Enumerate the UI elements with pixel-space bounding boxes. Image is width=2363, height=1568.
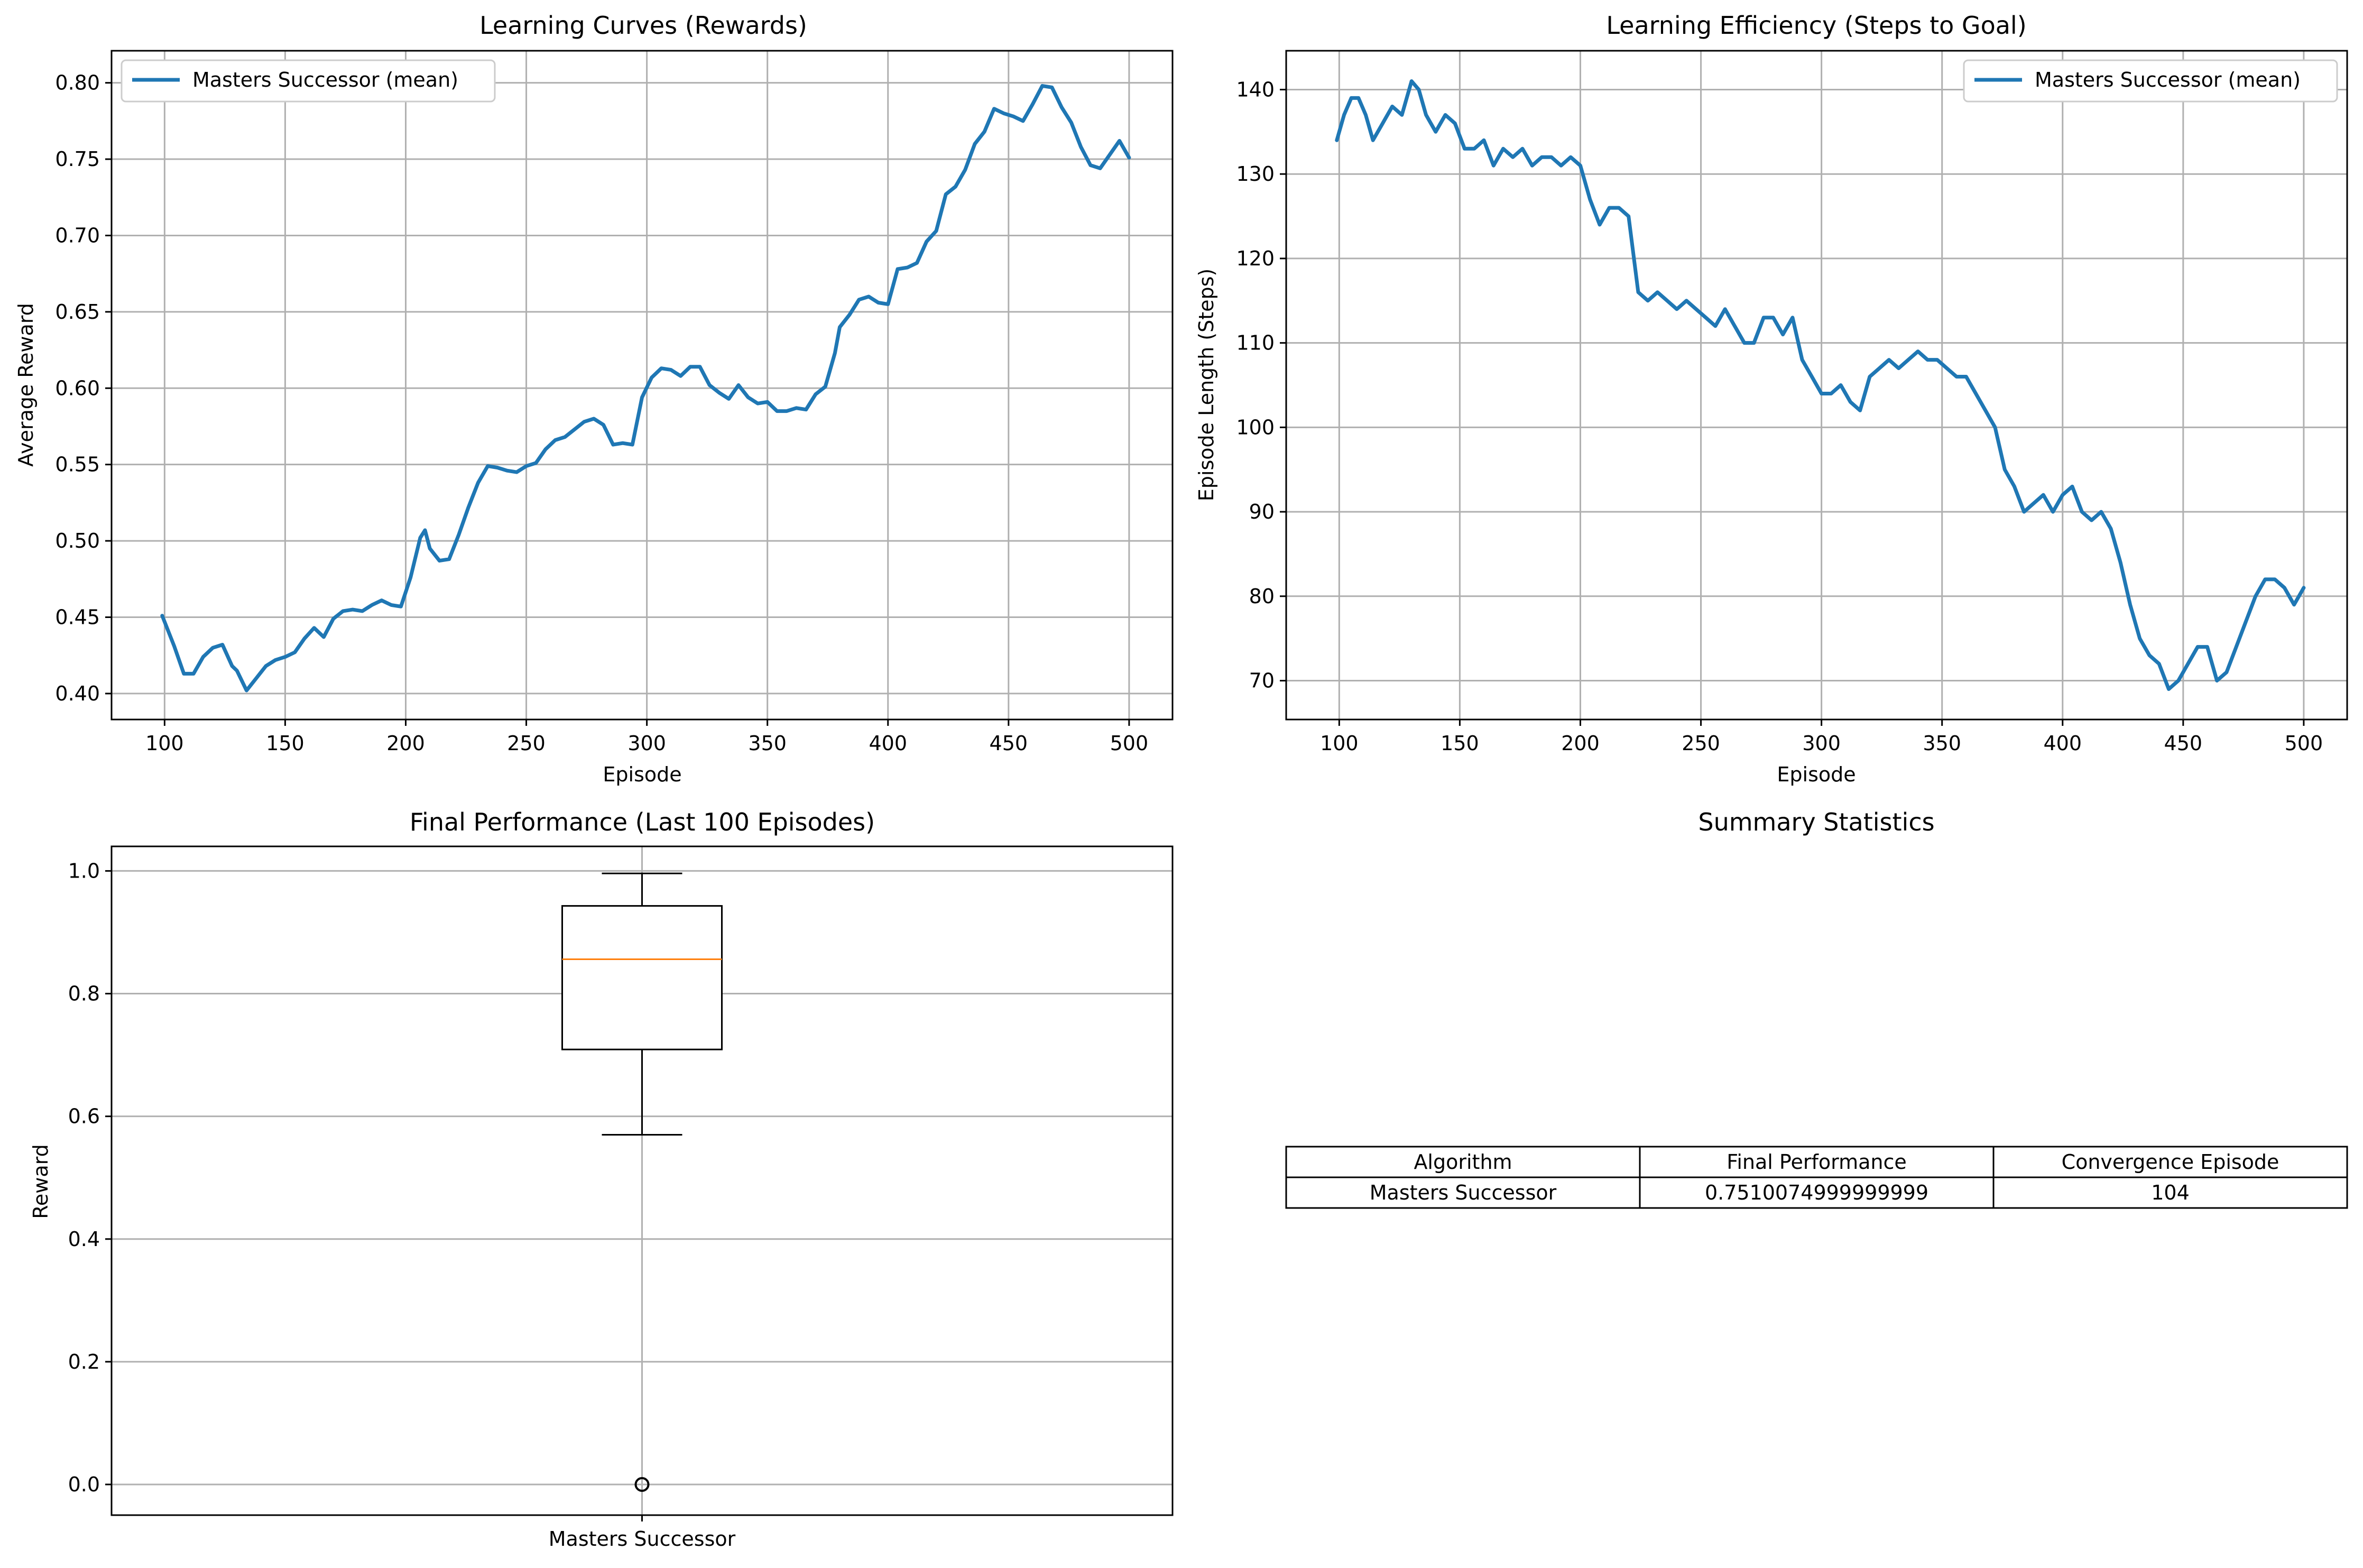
boxplot-title: Final Performance (Last 100 Episodes) xyxy=(410,808,875,836)
steps-legend-box xyxy=(1963,59,2338,103)
boxplot-y-tick-label: 1.0 xyxy=(68,859,100,882)
rewards-y-tick-label: 0.60 xyxy=(55,376,100,400)
rewards-x-tick-label: 500 xyxy=(1110,732,1149,755)
boxplot-x-tick-label: Masters Successor xyxy=(549,1527,736,1551)
steps-y-tick-label: 100 xyxy=(1236,416,1275,439)
rewards-x-tick-label: 400 xyxy=(869,732,907,755)
steps-y-tick-label: 70 xyxy=(1249,669,1275,693)
rewards-y-ticks: 0.40 0.45 0.50 0.55 0.60 0.65 0.70 0.75 0.80 xyxy=(55,71,112,705)
steps-x-tick-label: 300 xyxy=(1802,732,1841,755)
rewards-y-tick-label: 0.45 xyxy=(55,605,100,629)
table-header-cell xyxy=(1285,1146,1641,1178)
boxplot-panel: Final Performance (Last 100 Episodes) Ma… xyxy=(29,808,1174,1551)
table-header-text: Final Performance xyxy=(1727,1150,1906,1174)
rewards-legend-label: Masters Successor (mean) xyxy=(192,68,458,91)
steps-y-tick-label: 90 xyxy=(1249,500,1275,523)
rewards-x-tick-label: 200 xyxy=(386,732,425,755)
steps-legend: Masters Successor (mean) xyxy=(1963,59,2338,103)
steps-x-tick-label: 450 xyxy=(2164,732,2203,755)
rewards-x-tick-label: 350 xyxy=(748,732,787,755)
steps-y-tick-label: 80 xyxy=(1249,585,1275,608)
rewards-y-axis-label: Average Reward xyxy=(14,303,38,467)
summary-table: Algorithm Final Performance Convergence Ep… xyxy=(1285,1146,2348,1209)
table-cell xyxy=(1639,1176,1995,1209)
table-cell-text: 0.7510074999999999 xyxy=(1705,1181,1928,1204)
steps-series-line xyxy=(1335,79,2306,691)
rewards-y-tick-label: 0.50 xyxy=(55,529,100,552)
steps-x-tick-label: 150 xyxy=(1441,732,1479,755)
rewards-y-tick-label: 0.75 xyxy=(55,147,100,171)
rewards-y-tick-label: 0.55 xyxy=(55,453,100,476)
steps-y-tick-label: 120 xyxy=(1236,247,1275,270)
table-cell-text: 104 xyxy=(2151,1181,2190,1204)
summary-title: Summary Statistics xyxy=(1698,808,1934,836)
iqr-box xyxy=(561,905,723,1050)
steps-x-tick-label: 400 xyxy=(2043,732,2082,755)
boxplot-y-tick-label: 0.0 xyxy=(68,1473,100,1496)
boxplot-y-tick-label: 0.8 xyxy=(68,982,100,1006)
steps-x-ticks: 100 150 200 250 300 350 400 450 500 xyxy=(1320,720,2323,755)
outlier-point xyxy=(634,1477,650,1492)
table-header-text: Algorithm xyxy=(1414,1150,1512,1174)
steps-grid xyxy=(1286,51,2347,720)
rewards-grid xyxy=(112,51,1173,720)
boxplot-boxes xyxy=(561,872,723,1492)
summary-panel: Summary Statistics Algorithm Final Perfor… xyxy=(1285,808,2348,1209)
rewards-x-tick-label: 150 xyxy=(266,732,304,755)
rewards-y-tick-label: 0.40 xyxy=(55,682,100,705)
boxplot-y-tick-label: 0.6 xyxy=(68,1105,100,1128)
table-cell xyxy=(1992,1176,2348,1209)
steps-y-axis-label: Episode Length (Steps) xyxy=(1195,269,1218,501)
rewards-panel: Learning Curves (Rewards) 100 150 200 250 30… xyxy=(14,11,1174,786)
boxplot-x-ticks: Masters Successor xyxy=(549,1515,736,1551)
rewards-x-axis-label: Episode xyxy=(603,763,681,786)
boxplot-y-tick-label: 0.2 xyxy=(68,1350,100,1373)
rewards-x-tick-label: 100 xyxy=(145,732,184,755)
steps-plot-frame xyxy=(1285,50,2348,721)
rewards-x-tick-label: 250 xyxy=(507,732,546,755)
steps-series xyxy=(1335,79,2306,691)
steps-y-ticks: 70 80 90 100 110 120 130 140 xyxy=(1236,78,1286,693)
steps-title: Learning Efficiency (Steps to Goal) xyxy=(1606,11,2026,40)
rewards-series-line xyxy=(160,84,1131,693)
rewards-plot-frame xyxy=(110,50,1174,721)
boxplot-y-tick-label: 0.4 xyxy=(68,1228,100,1251)
rewards-series xyxy=(160,84,1131,693)
steps-x-tick-label: 100 xyxy=(1320,732,1359,755)
steps-panel: Learning Efficiency (Steps to Goal) 100 1… xyxy=(1195,11,2348,786)
steps-x-axis-label: Episode xyxy=(1777,763,1856,786)
table-cell-text: Masters Successor xyxy=(1370,1181,1557,1204)
rewards-title: Learning Curves (Rewards) xyxy=(479,11,807,40)
rewards-y-tick-label: 0.80 xyxy=(55,71,100,95)
boxplot-y-ticks: 0.0 0.2 0.4 0.6 0.8 1.0 xyxy=(68,859,112,1496)
rewards-x-tick-label: 300 xyxy=(627,732,666,755)
table-header-text: Convergence Episode xyxy=(2062,1150,2279,1174)
steps-y-tick-label: 110 xyxy=(1236,331,1275,355)
steps-y-tick-label: 130 xyxy=(1236,162,1275,186)
boxplot-y-axis-label: Reward xyxy=(29,1144,52,1219)
rewards-legend-box xyxy=(121,59,496,103)
steps-x-tick-label: 500 xyxy=(2285,732,2323,755)
steps-x-tick-label: 200 xyxy=(1561,732,1600,755)
rewards-x-tick-label: 450 xyxy=(990,732,1028,755)
steps-x-tick-label: 350 xyxy=(1923,732,1961,755)
rewards-y-tick-label: 0.65 xyxy=(55,300,100,324)
rewards-x-ticks: 100 150 200 250 300 350 400 450 500 xyxy=(145,720,1148,755)
table-cell xyxy=(1285,1176,1641,1209)
steps-x-tick-label: 250 xyxy=(1682,732,1720,755)
table-header-cell xyxy=(1639,1146,1995,1178)
steps-legend-label: Masters Successor (mean) xyxy=(2035,68,2301,91)
rewards-legend: Masters Successor (mean) xyxy=(121,59,496,103)
rewards-y-tick-label: 0.70 xyxy=(55,224,100,247)
steps-y-tick-label: 140 xyxy=(1236,78,1275,101)
